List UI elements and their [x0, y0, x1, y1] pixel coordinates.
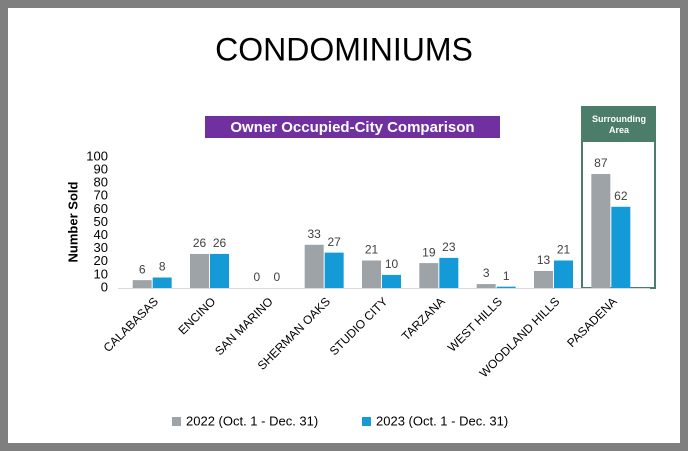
y-tick-label: 40 [94, 227, 108, 242]
bar [554, 260, 573, 288]
data-label: 1 [503, 269, 510, 283]
data-label: 0 [253, 270, 260, 284]
bar [611, 206, 631, 288]
data-label: 8 [159, 260, 166, 274]
bar [324, 252, 344, 288]
data-label: 27 [327, 235, 341, 249]
data-label: 23 [442, 240, 456, 254]
chart-title: CONDOMINIUMS [215, 31, 473, 67]
y-tick-label: 10 [94, 266, 108, 281]
y-tick-label: 70 [94, 188, 108, 203]
y-tick-label: 80 [94, 175, 108, 190]
data-label: 33 [307, 227, 321, 241]
bar [190, 253, 209, 288]
y-tick-label: 60 [94, 201, 108, 216]
legend-swatch [172, 417, 181, 426]
legend-label: 2022 (Oct. 1 - Dec. 31) [186, 413, 318, 428]
bar [152, 277, 172, 288]
bar [591, 174, 611, 288]
y-tick-label: 100 [86, 148, 108, 163]
bar [439, 257, 459, 288]
bar [362, 260, 381, 288]
bar [304, 244, 324, 288]
subtitle: Owner Occupied-City Comparison [205, 116, 500, 138]
data-label: 6 [139, 262, 146, 276]
y-tick-label: 30 [94, 240, 108, 255]
bar [496, 286, 516, 288]
bar [419, 263, 439, 288]
data-label: 26 [193, 236, 207, 250]
y-tick-label: 20 [94, 253, 108, 268]
data-label: 21 [365, 243, 379, 257]
data-label: 10 [385, 257, 399, 271]
legend-swatch [362, 417, 371, 426]
y-tick-label: 50 [94, 214, 108, 229]
y-tick-label: 90 [94, 162, 108, 177]
bar [534, 270, 553, 288]
data-label: 21 [557, 243, 571, 257]
bar [132, 280, 152, 288]
data-label: 0 [273, 270, 280, 284]
y-axis-label: Number Sold [65, 181, 80, 262]
legend-label: 2023 (Oct. 1 - Dec. 31) [376, 413, 508, 428]
data-label: 19 [422, 245, 436, 259]
bar [382, 274, 401, 288]
data-label: 87 [594, 156, 608, 170]
annotation: Surrounding Area [583, 108, 655, 142]
bar [476, 284, 496, 288]
data-label: 26 [213, 236, 227, 250]
data-label: 62 [614, 189, 628, 203]
data-label: 3 [483, 266, 490, 280]
bar [210, 253, 229, 288]
data-label: 13 [537, 253, 551, 267]
y-tick-label: 0 [101, 279, 108, 294]
